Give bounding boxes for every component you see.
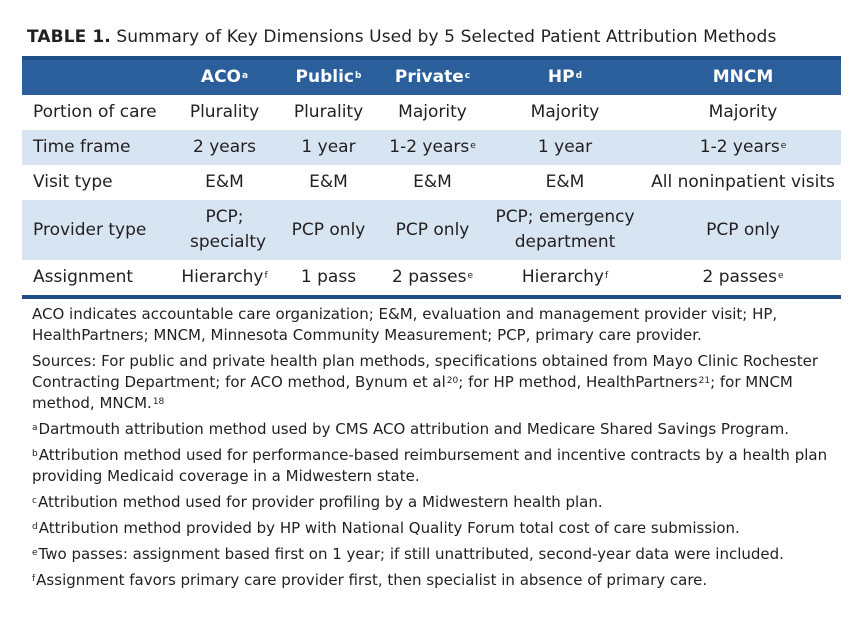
row-label: Portion of care [33, 102, 157, 122]
table-cell: PCP only [277, 200, 380, 260]
table-title-text: Summary of Key Dimensions Used by 5 Sele… [116, 27, 777, 47]
table-header-row: ACOa Publicb Privatec HPd MNCM [22, 56, 841, 95]
table-cell: PCP; emergency department [485, 200, 645, 260]
table-cell: PCP; specialty [172, 200, 277, 260]
table-cell: 2 years [172, 130, 277, 165]
header-cell-private: Privatec [380, 56, 485, 95]
footnote-e: eTwo passes: assignment based first on 1… [32, 545, 784, 563]
header-cell-aco: ACOa [172, 56, 277, 95]
row-label: Visit type [33, 172, 113, 192]
footnote-d: dAttribution method provided by HP with … [32, 519, 740, 537]
table-title: TABLE 1. Summary of Key Dimensions Used … [27, 27, 776, 47]
table-cell: Majority [708, 102, 778, 122]
footnote-a: aDartmouth attribution method used by CM… [32, 420, 789, 438]
table-cell: All noninpatient visits [651, 172, 835, 192]
table-row: Assignment Hierarchyf 1 pass 2 passese H… [22, 260, 841, 299]
table-cell: 2 passese [645, 260, 841, 299]
row-label: Assignment [22, 260, 172, 299]
table-cell: 1 pass [277, 260, 380, 299]
table-cell: 1 year [485, 130, 645, 165]
table-cell: 2 passese [380, 260, 485, 299]
table-cell: PCP only [380, 200, 485, 260]
table-cell: Majority [530, 102, 600, 122]
table-cell: PCP only [645, 200, 841, 260]
table-cell: Hierarchyf [485, 260, 645, 299]
table-cell: Majority [398, 102, 467, 122]
header-cell-empty [22, 56, 172, 95]
sources-note: Sources: For public and private health p… [32, 352, 819, 412]
header-cell-public: Publicb [277, 56, 380, 95]
table-cell: E&M [413, 172, 452, 192]
footnote-f: fAssignment favors primary care provider… [32, 571, 708, 589]
table-row: Provider type PCP; specialty PCP only PC… [22, 200, 841, 260]
table-row: Visit type E&M E&M E&M E&M All noninpati… [22, 165, 841, 200]
footnote-b: bAttribution method used for performance… [32, 446, 828, 485]
table-cell: Plurality [293, 102, 364, 122]
table-title-label: TABLE 1. [27, 27, 111, 47]
row-label: Time frame [22, 130, 172, 165]
table-cell: Hierarchyf [172, 260, 277, 299]
table-cell: Plurality [189, 102, 260, 122]
row-label: Provider type [22, 200, 172, 260]
table-cell: 1-2 yearse [645, 130, 841, 165]
table-row: Portion of care Plurality Plurality Majo… [22, 95, 841, 130]
attribution-table: ACOa Publicb Privatec HPd MNCM Portion o… [22, 56, 841, 299]
table-cell: 1-2 yearse [380, 130, 485, 165]
table-cell: E&M [545, 172, 585, 192]
header-cell-mncm: MNCM [645, 56, 841, 95]
footnote-c: cAttribution method used for provider pr… [32, 493, 603, 511]
table-notes: ACO indicates accountable care organizat… [32, 304, 832, 596]
table-cell: 1 year [277, 130, 380, 165]
table-cell: E&M [309, 172, 348, 192]
abbreviations-note: ACO indicates accountable care organizat… [32, 305, 778, 344]
table-cell: E&M [205, 172, 244, 192]
header-cell-hp: HPd [485, 56, 645, 95]
table-row: Time frame 2 years 1 year 1-2 yearse 1 y… [22, 130, 841, 165]
